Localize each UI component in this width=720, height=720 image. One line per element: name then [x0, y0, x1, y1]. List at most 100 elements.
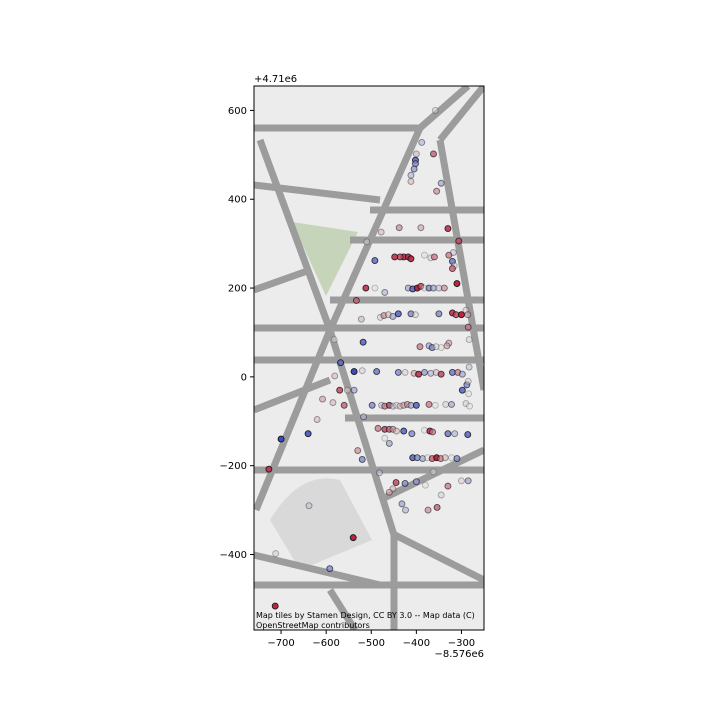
data-point	[375, 469, 383, 477]
data-point	[466, 402, 474, 410]
data-point	[326, 565, 334, 573]
data-point	[357, 315, 365, 323]
data-point	[400, 427, 408, 435]
data-point	[381, 434, 389, 442]
data-point	[343, 386, 351, 394]
data-point	[330, 336, 338, 344]
data-point	[359, 338, 367, 346]
data-point	[453, 455, 461, 463]
data-point	[418, 138, 426, 146]
y-tick-label: 0	[241, 372, 247, 383]
data-point	[313, 416, 321, 423]
data-point	[354, 447, 362, 455]
data-point	[462, 400, 470, 407]
data-point	[358, 456, 366, 463]
data-point	[453, 280, 461, 288]
data-point	[272, 550, 280, 558]
data-point	[374, 424, 382, 432]
data-point	[464, 431, 472, 439]
data-point	[381, 289, 389, 296]
axis-ticks: −700 −600 −500 −400 −300 −400 −200 0 200 400 600	[220, 106, 476, 649]
data-point	[340, 401, 348, 409]
data-point	[412, 150, 420, 158]
data-point	[415, 370, 423, 378]
data-point	[395, 224, 403, 232]
data-point	[402, 506, 409, 514]
data-point	[363, 238, 371, 246]
data-point	[277, 435, 285, 443]
data-point	[445, 251, 453, 259]
data-point	[331, 372, 339, 380]
data-point	[304, 430, 312, 438]
data-point	[430, 468, 437, 476]
data-point	[337, 359, 345, 367]
data-point	[448, 265, 456, 272]
attribution-line-2: OpenStreetMap contributors	[256, 621, 370, 630]
data-point	[412, 311, 419, 319]
data-point	[362, 284, 370, 292]
data-point	[435, 310, 443, 318]
x-offset-label: −8.576e6	[434, 649, 484, 660]
data-point	[417, 224, 425, 232]
data-point	[432, 343, 440, 351]
data-point	[394, 310, 402, 318]
data-point	[451, 430, 459, 438]
data-point	[444, 482, 452, 490]
data-point	[431, 106, 439, 114]
data-point	[465, 363, 473, 371]
data-point	[394, 368, 402, 376]
x-tick-label: −700	[267, 638, 294, 649]
y-tick-label: 600	[228, 106, 247, 117]
data-point	[465, 390, 473, 398]
data-point	[448, 400, 455, 408]
y-offset-label: +4.71e6	[254, 74, 297, 85]
data-point	[433, 503, 441, 511]
x-tick-label: −500	[358, 638, 385, 649]
data-point	[424, 506, 432, 514]
data-point	[389, 313, 397, 320]
street-basemap	[254, 86, 484, 630]
data-point	[391, 253, 399, 261]
y-tick-label: −400	[220, 550, 247, 561]
data-point	[437, 344, 445, 352]
data-point	[444, 225, 452, 233]
data-point	[350, 368, 358, 375]
data-point	[458, 477, 465, 485]
data-point	[407, 171, 415, 179]
data-point	[398, 500, 406, 508]
y-tick-label: −200	[220, 461, 247, 472]
data-point	[419, 455, 427, 463]
data-point	[350, 386, 358, 394]
park-area	[292, 222, 358, 296]
data-point	[443, 342, 451, 350]
data-point	[431, 401, 439, 409]
data-point	[393, 427, 400, 435]
data-point	[464, 477, 472, 485]
y-tick-label: 400	[228, 195, 247, 206]
data-point	[442, 400, 450, 408]
campus-area	[270, 478, 372, 570]
data-point	[265, 465, 273, 473]
data-point	[430, 253, 438, 261]
data-point	[458, 311, 465, 319]
data-point	[377, 228, 385, 236]
data-point	[458, 370, 466, 378]
x-tick-label: −600	[312, 638, 339, 649]
plot-frame	[253, 85, 485, 631]
data-point	[421, 368, 428, 376]
data-point	[368, 401, 376, 409]
data-point	[358, 367, 366, 375]
data-point	[429, 428, 437, 436]
data-point	[410, 165, 418, 173]
data-point	[401, 368, 409, 376]
data-point	[416, 343, 424, 351]
y-tick-label: 200	[228, 284, 247, 295]
data-point	[430, 150, 437, 158]
data-point	[464, 377, 472, 385]
data-point	[319, 395, 326, 403]
data-point	[444, 430, 452, 438]
x-tick-label: −300	[448, 638, 475, 649]
data-point	[433, 187, 441, 195]
data-point	[373, 368, 381, 375]
